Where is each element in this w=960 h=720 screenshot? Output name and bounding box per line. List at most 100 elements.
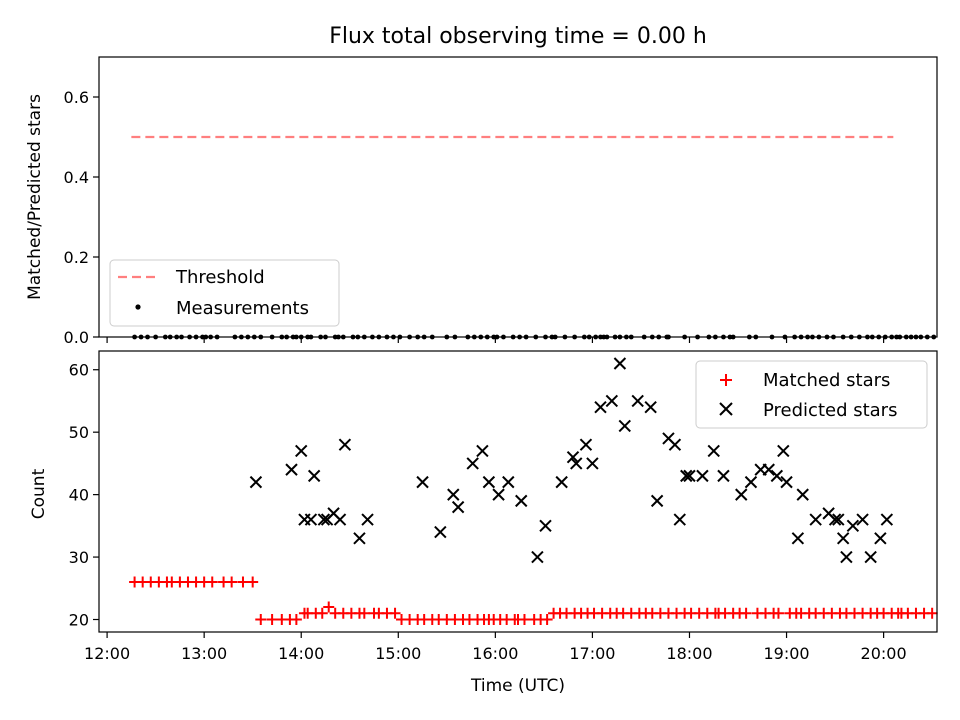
predicted-point [605, 394, 619, 408]
bottom-x-tick-label: 17:00 [569, 644, 615, 663]
predicted-point [447, 488, 460, 501]
predicted-point [492, 488, 505, 501]
predicted-point [707, 444, 720, 458]
predicted-point [249, 475, 263, 489]
predicted-point [668, 438, 682, 451]
matched-point [206, 576, 218, 588]
predicted-point [361, 513, 374, 526]
predicted-point [840, 550, 853, 564]
predicted-point [476, 444, 489, 458]
predicted-point [502, 475, 515, 489]
predicted-point [618, 419, 631, 433]
bottom-y-ticks: 20 30 40 50 60 [69, 361, 99, 630]
bottom-x-ticks: 12:00 13:00 14:00 15:00 16:00 17:00 18:00 19:00… [84, 632, 907, 663]
bottom-x-tick-label: 15:00 [375, 644, 421, 663]
matched-point [772, 607, 784, 619]
legend-threshold-label: Threshold [175, 267, 265, 288]
legend-measurements-label: Measurements [176, 298, 309, 319]
bottom-y-tick-label: 30 [69, 548, 89, 567]
predicted-point [846, 519, 860, 533]
predicted-point [874, 532, 887, 545]
top-x-ticks [106, 337, 885, 343]
bottom-y-axis-label: Count [29, 468, 49, 519]
top-y-tick-label: 0.0 [64, 328, 89, 347]
top-y-tick-label: 0.6 [64, 88, 89, 107]
predicted-point [338, 438, 352, 451]
predicted-point [531, 550, 544, 564]
chart-title: Flux total observing time = 0.00 h [329, 24, 707, 49]
predicted-point [451, 500, 465, 514]
predicted-point [696, 469, 709, 483]
legend-measurements-swatch [135, 304, 141, 310]
predicted-point [466, 457, 479, 470]
top-panel: 0.0 0.2 0.4 0.6 Matched/Predicted stars Thr… [25, 56, 938, 347]
bottom-legend: Matched stars Predicted stars [695, 360, 928, 429]
top-y-ticks: 0.0 0.2 0.4 0.6 [64, 88, 99, 347]
matched-point [316, 607, 328, 619]
predicted-point [832, 513, 845, 526]
bottom-x-tick-label: 20:00 [861, 644, 907, 663]
predicted-point [780, 475, 793, 489]
predicted-point [680, 469, 693, 483]
predicted-point [482, 475, 496, 489]
predicted-point [295, 444, 308, 458]
legend-predicted-label: Predicted stars [763, 400, 897, 421]
predicted-point [317, 513, 331, 526]
predicted-point [762, 463, 775, 476]
matched-point [518, 614, 530, 626]
predicted-point [836, 532, 850, 545]
bottom-panel-frame [98, 350, 938, 633]
predicted-point [791, 532, 805, 545]
matched-point [541, 614, 553, 626]
predicted-point [770, 469, 784, 483]
matched-point [358, 607, 370, 619]
predicted-point [539, 519, 552, 533]
predicted-point [515, 494, 528, 508]
top-panel-frame [98, 56, 938, 338]
predicted-point [744, 475, 758, 489]
matched-point [255, 614, 267, 626]
predicted-point [880, 513, 894, 526]
matched-point [389, 607, 401, 619]
bottom-panel: 20 30 40 50 60 12:00 13:00 14:00 15:00 16:00 17:0… [29, 350, 938, 696]
matched-point [926, 607, 938, 619]
predicted-point [644, 400, 657, 414]
predicted-point [566, 450, 580, 464]
predicted-point [353, 532, 366, 545]
predicted-point [796, 488, 809, 501]
matched-point [266, 614, 278, 626]
predicted-point [586, 457, 599, 470]
bottom-x-tick-label: 12:00 [84, 644, 130, 663]
predicted-point [285, 463, 298, 476]
predicted-point [570, 457, 583, 470]
predicted-point [613, 357, 627, 370]
top-y-tick-label: 0.2 [64, 248, 89, 267]
predicted-point [416, 475, 429, 489]
matched-point [740, 607, 752, 619]
predicted-point [735, 488, 748, 501]
bottom-x-tick-label: 19:00 [763, 644, 809, 663]
predicted-point [594, 400, 607, 414]
top-y-tick-label: 0.4 [64, 168, 89, 187]
bottom-x-tick-label: 18:00 [666, 644, 712, 663]
predicted-point [673, 513, 686, 526]
matched-point [290, 614, 302, 626]
predicted-point [631, 394, 644, 408]
matched-point [247, 576, 259, 588]
predicted-point [579, 438, 593, 451]
bottom-x-tick-label: 14:00 [278, 644, 324, 663]
bottom-y-tick-label: 60 [69, 361, 89, 380]
predicted-point [555, 475, 568, 489]
matched-point [237, 576, 249, 588]
bottom-y-tick-label: 40 [69, 486, 89, 505]
bottom-y-tick-label: 50 [69, 423, 89, 442]
predicted-point [307, 469, 321, 483]
bottom-y-tick-label: 20 [69, 611, 89, 630]
predicted-point [717, 469, 730, 483]
top-legend: Threshold Measurements [109, 259, 340, 327]
predicted-point [828, 513, 842, 526]
top-y-axis-label: Matched/Predicted stars [25, 94, 45, 300]
predicted-point [809, 513, 822, 526]
bottom-x-tick-label: 13:00 [181, 644, 227, 663]
